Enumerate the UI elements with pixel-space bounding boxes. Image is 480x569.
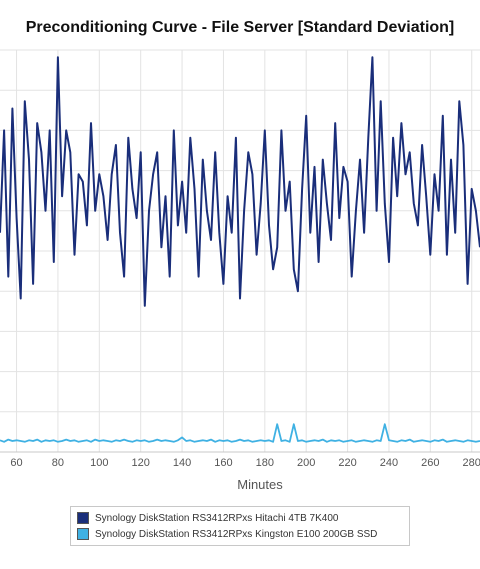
x-tick-label: 80 <box>52 457 64 469</box>
x-tick-label: 200 <box>297 457 315 469</box>
x-tick-label: 280 <box>463 457 480 469</box>
legend-swatch-hdd <box>77 512 89 524</box>
series-lines <box>0 56 480 443</box>
legend-item-ssd[interactable]: Synology DiskStation RS3412RPxs Kingston… <box>77 526 403 542</box>
x-tick-label: 60 <box>10 457 22 469</box>
x-tick-label: 220 <box>338 457 356 469</box>
x-tick-label: 160 <box>214 457 232 469</box>
x-axis-label: Minutes <box>237 477 283 492</box>
chart-title: Preconditioning Curve - File Server [Sta… <box>25 19 455 36</box>
x-tick-label: 180 <box>256 457 274 469</box>
legend-label-hdd: Synology DiskStation RS3412RPxs Hitachi … <box>95 512 339 524</box>
x-tick-labels: 60 80 100 120 140 160 180 200 220 240 260 280 <box>10 457 480 469</box>
x-tick-label: 240 <box>380 457 398 469</box>
x-tick-label: 260 <box>421 457 439 469</box>
series-line-hdd <box>0 56 480 307</box>
gridlines <box>0 49 480 453</box>
legend: Synology DiskStation RS3412RPxs Hitachi … <box>70 506 410 546</box>
x-tick-label: 120 <box>132 457 150 469</box>
x-tick-label: 140 <box>173 457 191 469</box>
x-tick-label: 100 <box>90 457 108 469</box>
legend-item-hdd[interactable]: Synology DiskStation RS3412RPxs Hitachi … <box>77 510 403 526</box>
legend-swatch-ssd <box>77 528 89 540</box>
legend-label-ssd: Synology DiskStation RS3412RPxs Kingston… <box>95 528 378 540</box>
series-line-ssd <box>0 423 480 443</box>
